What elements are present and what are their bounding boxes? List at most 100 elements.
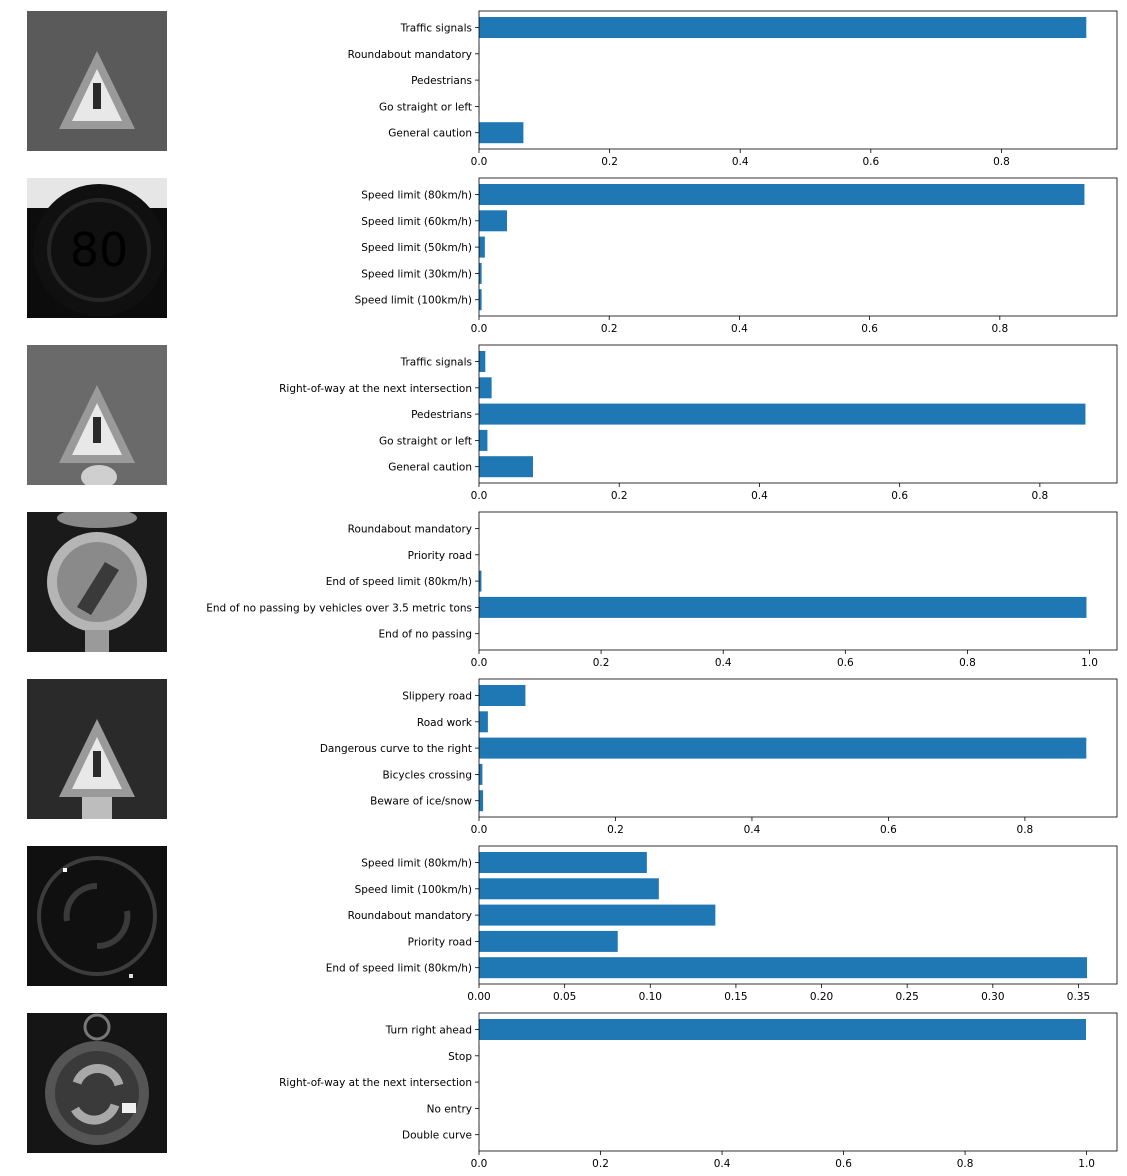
bar-5-3 bbox=[479, 737, 1087, 759]
bar-6-5 bbox=[479, 957, 1088, 979]
axes-frame bbox=[478, 10, 1118, 150]
category-label: Speed limit (100km/h) bbox=[355, 884, 472, 896]
x-tick-label: 0.2 bbox=[607, 824, 624, 836]
x-tick-label: 0.8 bbox=[1017, 824, 1034, 836]
x-tick-label: 0.4 bbox=[731, 323, 748, 335]
category-label: Bicycles crossing bbox=[382, 769, 472, 781]
x-tick-label: 0.6 bbox=[861, 323, 878, 335]
bar-chart-4: Roundabout mandatory Priority road End of … bbox=[206, 511, 1118, 669]
x-tick-label: 0.2 bbox=[601, 323, 618, 335]
category-label: Speed limit (50km/h) bbox=[361, 242, 472, 254]
category-label: Go straight or left bbox=[379, 435, 472, 447]
bar-1-1 bbox=[479, 17, 1087, 38]
axes-frame bbox=[478, 344, 1118, 484]
bar-6-4 bbox=[479, 930, 618, 952]
category-label: Priority road bbox=[408, 936, 472, 948]
x-tick-label: 0.15 bbox=[724, 991, 747, 1003]
x-tick-label: 0.2 bbox=[601, 156, 618, 168]
category-label: Right-of-way at the next intersection bbox=[279, 383, 472, 395]
x-tick-label: 0.30 bbox=[981, 991, 1004, 1003]
category-label: Stop bbox=[448, 1051, 472, 1063]
bar-chart-1: Traffic signals Roundabout mandatory Pedes… bbox=[348, 10, 1118, 168]
category-label: Beware of ice/snow bbox=[370, 796, 472, 808]
category-label: End of no passing bbox=[379, 629, 472, 641]
x-tick-label: 0.0 bbox=[471, 824, 488, 836]
bar-5-4 bbox=[479, 763, 483, 785]
category-label: General caution bbox=[388, 128, 472, 140]
bar-3-4 bbox=[479, 429, 488, 451]
x-tick-label: 0.10 bbox=[639, 991, 662, 1003]
category-label: Roundabout mandatory bbox=[348, 524, 472, 536]
category-label: Speed limit (30km/h) bbox=[361, 268, 472, 280]
category-label: Roundabout mandatory bbox=[348, 910, 472, 922]
x-tick-label: 0.4 bbox=[744, 824, 761, 836]
category-label: Speed limit (80km/h) bbox=[361, 190, 472, 202]
bar-2-2 bbox=[479, 210, 507, 232]
bar-6-2 bbox=[479, 878, 659, 900]
bar-chart-2: Speed limit (80km/h) Speed limit (60km/h)… bbox=[355, 177, 1118, 335]
x-tick-label: 0.25 bbox=[895, 991, 918, 1003]
x-tick-label: 0.0 bbox=[471, 657, 488, 669]
sign-thumbnail-6 bbox=[27, 846, 167, 986]
bar-chart-6: Speed limit (80km/h) Speed limit (100km/h… bbox=[326, 845, 1118, 1003]
x-tick-label: 0.6 bbox=[837, 657, 854, 669]
x-tick-label: 0.00 bbox=[467, 991, 490, 1003]
category-label: End of speed limit (80km/h) bbox=[326, 576, 472, 588]
category-label: Roundabout mandatory bbox=[348, 49, 472, 61]
axes-frame bbox=[478, 177, 1118, 317]
x-tick-label: 0.6 bbox=[862, 156, 879, 168]
category-label: Right-of-way at the next intersection bbox=[279, 1077, 472, 1089]
x-tick-label: 0.0 bbox=[471, 156, 488, 168]
category-label: Turn right ahead bbox=[385, 1025, 472, 1037]
x-tick-label: 0.4 bbox=[714, 1158, 731, 1170]
bar-chart-5: Slippery road Road work Dangerous curve to… bbox=[320, 678, 1118, 836]
bar-7-1 bbox=[479, 1019, 1087, 1040]
svg-text:80: 80 bbox=[70, 223, 129, 277]
category-label: Speed limit (80km/h) bbox=[361, 858, 472, 870]
x-tick-label: 0.8 bbox=[993, 156, 1010, 168]
bar-3-1 bbox=[479, 351, 486, 372]
category-label: Go straight or left bbox=[379, 101, 472, 113]
category-label: Double curve bbox=[402, 1130, 472, 1142]
category-label: Slippery road bbox=[402, 691, 472, 703]
axes-frame bbox=[478, 845, 1118, 985]
category-label: End of speed limit (80km/h) bbox=[326, 963, 472, 975]
category-label: Priority road bbox=[408, 550, 472, 562]
sign-thumbnail-5 bbox=[27, 679, 167, 819]
x-tick-label: 0.35 bbox=[1067, 991, 1090, 1003]
category-label: Speed limit (100km/h) bbox=[355, 295, 472, 307]
bar-1-5 bbox=[479, 122, 524, 144]
category-label: General caution bbox=[388, 462, 472, 474]
sign-thumbnail-7 bbox=[27, 1013, 167, 1153]
x-tick-label: 0.2 bbox=[592, 1158, 609, 1170]
x-tick-label: 1.0 bbox=[1081, 657, 1098, 669]
category-label: Pedestrians bbox=[411, 75, 472, 87]
x-tick-label: 0.2 bbox=[593, 657, 610, 669]
bar-chart-7: Turn right ahead Stop Right-of-way at the … bbox=[279, 1012, 1118, 1170]
x-tick-label: 0.6 bbox=[835, 1158, 852, 1170]
x-tick-label: 0.4 bbox=[751, 490, 768, 502]
bar-5-5 bbox=[479, 790, 484, 812]
category-label: End of no passing by vehicles over 3.5 m… bbox=[206, 602, 472, 614]
category-label: Pedestrians bbox=[411, 409, 472, 421]
category-label: No entry bbox=[427, 1103, 472, 1115]
axes-frame bbox=[478, 1012, 1118, 1152]
sign-thumbnail-4 bbox=[27, 512, 167, 652]
bar-2-5 bbox=[479, 289, 482, 311]
bar-2-3 bbox=[479, 236, 485, 258]
bar-5-1 bbox=[479, 685, 526, 706]
category-label: Traffic signals bbox=[400, 23, 472, 35]
x-tick-label: 0.2 bbox=[611, 490, 628, 502]
x-tick-label: 0.8 bbox=[991, 323, 1008, 335]
axes-frame bbox=[478, 511, 1118, 651]
bar-2-4 bbox=[479, 262, 482, 284]
category-label: Traffic signals bbox=[400, 357, 472, 369]
x-tick-label: 0.20 bbox=[810, 991, 833, 1003]
x-tick-label: 0.8 bbox=[957, 1158, 974, 1170]
sign-thumbnail-2: 80 bbox=[27, 178, 167, 318]
x-tick-label: 0.4 bbox=[732, 156, 749, 168]
bar-chart-3: Traffic signals Right-of-way at the next … bbox=[279, 344, 1118, 502]
x-tick-label: 0.0 bbox=[471, 1158, 488, 1170]
category-label: Dangerous curve to the right bbox=[320, 743, 472, 755]
x-tick-label: 0.4 bbox=[715, 657, 732, 669]
